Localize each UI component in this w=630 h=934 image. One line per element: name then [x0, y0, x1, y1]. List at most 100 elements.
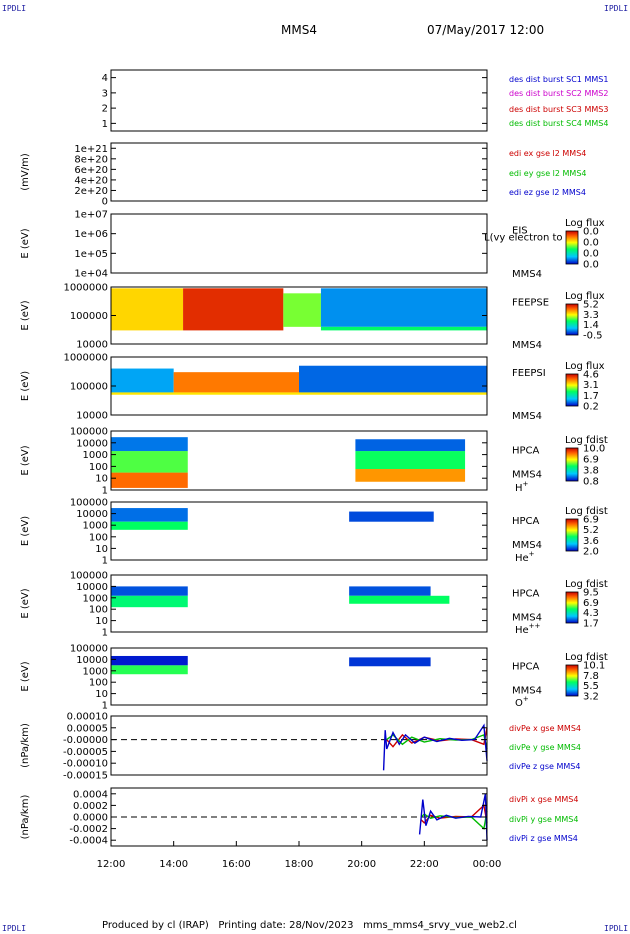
- spectrogram-cell: [111, 368, 174, 393]
- spectrogram-cell: [111, 508, 188, 522]
- y-tick-label: 2e+20: [74, 186, 108, 197]
- colorbar: [565, 230, 579, 265]
- y-tick-label: 4: [102, 73, 108, 84]
- y-axis-label: E (eV): [20, 516, 31, 546]
- y-tick-label: 10: [95, 689, 108, 700]
- y-tick-label: 1000: [83, 666, 108, 677]
- colorbar-tick-label: 6.9: [583, 455, 599, 466]
- legend-entry: divPi z gse MMS4: [509, 834, 578, 843]
- y-tick-label: 0.0004: [73, 789, 108, 800]
- y-tick-label: 1e+06: [74, 229, 108, 240]
- y-tick-label: -0.00005: [63, 747, 108, 758]
- colorbar-tick-label: 9.5: [583, 588, 599, 599]
- spectrogram-cell: [355, 469, 466, 482]
- colorbar-title: Log fdist: [565, 506, 608, 517]
- colorbar-tick-label: 6.9: [583, 515, 599, 526]
- spectrogram-cell: [183, 288, 284, 331]
- spacecraft-label: MMS4: [512, 470, 542, 481]
- colorbar-tick-label: 4.6: [583, 370, 599, 381]
- colorbar-tick-label: 10.1: [583, 661, 605, 672]
- panel-frame: [110, 213, 488, 274]
- colorbar-tick-label: 3.3: [583, 310, 599, 321]
- legend-entry: divPe z gse MMS4: [509, 762, 580, 771]
- panel-frame: [110, 430, 488, 491]
- x-tick-label: 22:00: [410, 859, 439, 870]
- y-axis-label: E (eV): [20, 588, 31, 618]
- colorbar-tick-label: 3.1: [583, 380, 599, 391]
- y-tick-label: 1000000: [63, 283, 108, 294]
- series-line-divpi-y: [420, 811, 488, 830]
- y-tick-label: 1: [102, 119, 108, 130]
- colorbar-tick-label: 1.7: [583, 391, 599, 402]
- instrument-label: HPCA: [512, 662, 540, 673]
- colorbar-tick-label: 1.4: [583, 320, 599, 331]
- legend-entry: des dist burst SC2 MMS2: [509, 89, 608, 98]
- spectrogram-cell: [349, 586, 431, 596]
- legend-entry: divPe x gse MMS4: [509, 724, 581, 733]
- colorbar: [565, 664, 579, 697]
- y-tick-label: 100000: [70, 498, 108, 509]
- series-line-divpe-z: [382, 723, 488, 771]
- colorbar-tick-label: 0.8: [583, 477, 599, 488]
- y-tick-label: -0.00015: [63, 771, 108, 782]
- legend-entry: edi ex gse l2 MMS4: [509, 149, 586, 158]
- colorbar: [565, 518, 579, 552]
- colorbar-title: Log flux: [565, 361, 605, 372]
- colorbar-tick-label: 0.0: [583, 238, 599, 249]
- series-line-divpi-z: [418, 793, 488, 841]
- colorbar-tick-label: 6.9: [583, 598, 599, 609]
- species-label: He+: [515, 550, 535, 564]
- time-axis: 12:00 14:00 16:00 18:00 20:00 22:00 00:00: [97, 841, 501, 870]
- y-tick-label: 0.0002: [73, 801, 108, 812]
- y-tick-label: 1e+21: [74, 144, 108, 155]
- y-tick-label: 6e+20: [74, 165, 108, 176]
- footer-file-name: mms_mms4_srvy_vue_web2.cl: [363, 920, 517, 931]
- y-axis-label: (mV/m): [20, 153, 31, 191]
- spectrogram-cell: [283, 293, 321, 327]
- spectrogram-cell: [320, 288, 487, 327]
- legend-entry: des dist burst SC1 MMS1: [509, 75, 608, 84]
- y-axis-label: E (eV): [20, 445, 31, 475]
- legend-entry: divPi y gse MMS4: [509, 815, 578, 824]
- species-label: He++: [515, 622, 541, 636]
- species-label: H+: [515, 480, 529, 494]
- y-tick-label: 10000: [76, 340, 108, 351]
- spectrogram-cell: [173, 372, 299, 393]
- y-tick-label: -0.00010: [63, 759, 108, 770]
- spacecraft-label: MMS4: [512, 540, 542, 551]
- y-tick-label: 1e+04: [74, 269, 108, 280]
- spectrogram-cell: [349, 657, 431, 667]
- colorbar-title: Log fdist: [565, 652, 608, 663]
- y-axis-label: E (eV): [20, 300, 31, 330]
- y-tick-label: 100000: [70, 644, 108, 655]
- spacecraft-label: MMS4: [512, 269, 542, 280]
- legend-entry: edi ey gse l2 MMS4: [509, 169, 587, 178]
- spectrogram-cell: [111, 595, 188, 608]
- panel-frame: [110, 501, 488, 561]
- y-tick-label: 10000: [76, 509, 108, 520]
- spectrogram-cell: [355, 451, 466, 470]
- overlay-label: L(vy electron to: [484, 233, 563, 244]
- legend-entry: divPi x gse MMS4: [509, 795, 578, 804]
- instrument-label: HPCA: [512, 589, 540, 600]
- y-tick-label: -0.00000: [63, 735, 108, 746]
- y-tick-label: 1000000: [63, 353, 108, 364]
- y-tick-label: 0.0000: [73, 813, 108, 824]
- panel-frame: [110, 715, 488, 776]
- y-tick-label: 10: [95, 474, 108, 485]
- legend-entry: des dist burst SC3 MMS3: [509, 105, 608, 114]
- colorbar-tick-label: 0.0: [583, 260, 599, 271]
- panel-divpe: -0.00015-0.00010-0.00005-0.000000.000050…: [20, 712, 581, 782]
- colorbar-title: Log fdist: [565, 435, 608, 446]
- instrument-label: HPCA: [512, 446, 540, 457]
- colorbar-tick-label: 0.0: [583, 227, 599, 238]
- corner-label-top-right: IPDLI: [604, 4, 629, 13]
- spectrogram-cell: [349, 511, 434, 522]
- species-charge: ++: [529, 622, 541, 630]
- colorbar-title: Log flux: [565, 291, 605, 302]
- legend-entry: edi ez gse l2 MMS4: [509, 188, 586, 197]
- y-tick-label: 10: [95, 616, 108, 627]
- spectrogram-cell: [299, 365, 487, 393]
